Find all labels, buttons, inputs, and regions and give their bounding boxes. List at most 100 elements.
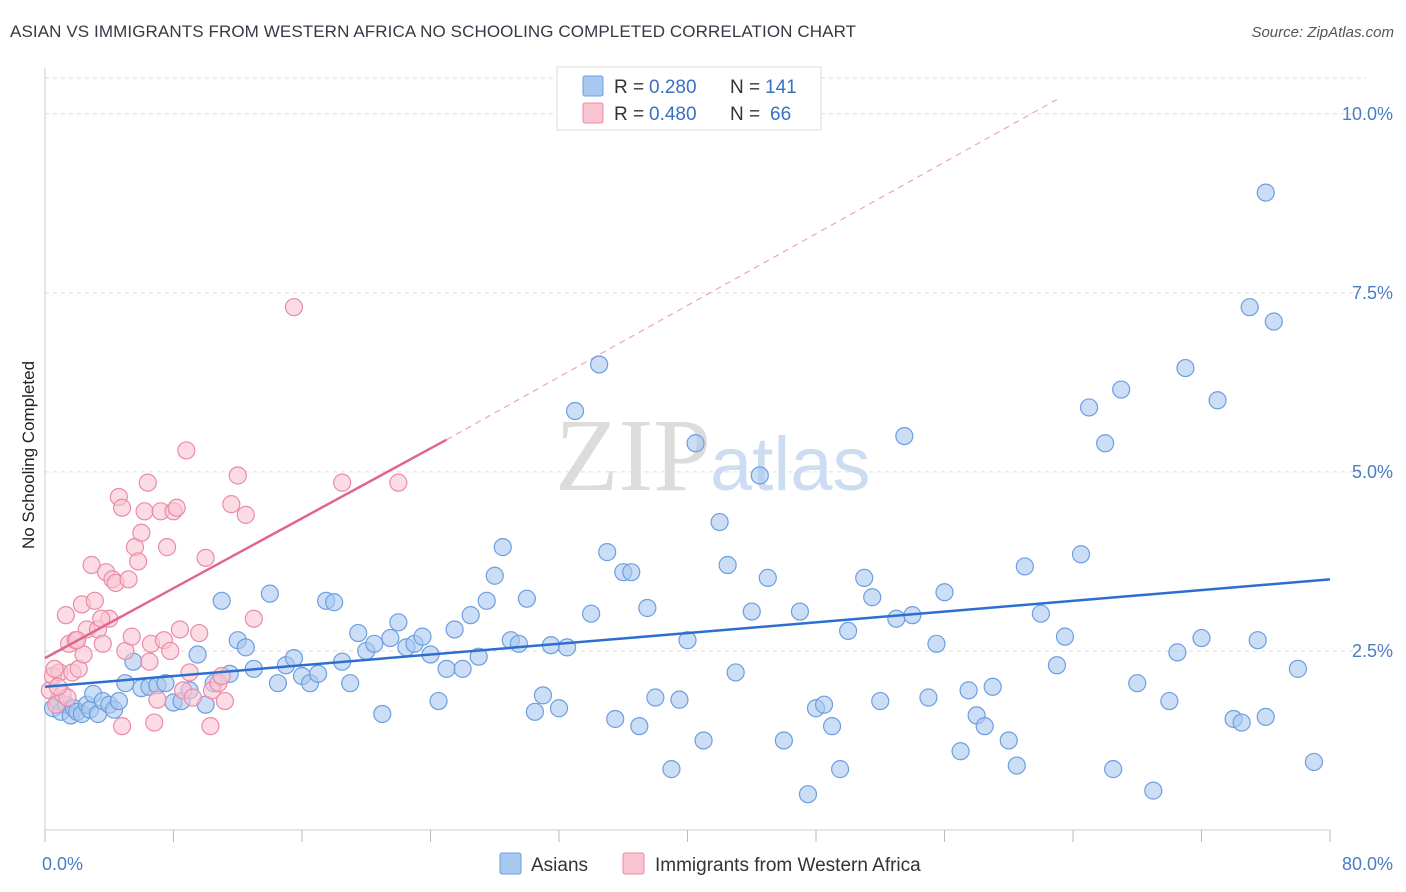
- legend-r-label-1: R =: [614, 77, 644, 98]
- point-asians-117: [1031, 604, 1050, 623]
- point-asians-119: [1055, 627, 1075, 646]
- point-asians-116: [1015, 557, 1034, 576]
- point-immigrants-42: [180, 663, 199, 682]
- point-immigrants-21: [112, 498, 132, 517]
- point-asians-102: [871, 691, 890, 711]
- point-asians-122: [1104, 760, 1123, 779]
- point-asians-78: [630, 717, 649, 736]
- chart-title: ASIAN VS IMMIGRANTS FROM WESTERN AFRICA …: [10, 22, 857, 41]
- point-asians-52: [413, 627, 432, 646]
- point-asians-43: [341, 674, 360, 693]
- point-asians-49: [389, 613, 408, 632]
- point-asians-137: [1288, 659, 1307, 678]
- point-asians-62: [493, 538, 512, 557]
- trend-line-extension-immigrants: [446, 98, 1058, 441]
- point-asians-73: [590, 355, 609, 374]
- point-asians-65: [517, 589, 536, 608]
- legend-n-label-2: N =: [730, 104, 760, 125]
- point-asians-54: [429, 691, 448, 711]
- point-immigrants-49: [222, 495, 241, 514]
- point-asians-47: [373, 704, 392, 724]
- point-asians-125: [1144, 781, 1163, 800]
- point-asians-33: [260, 584, 279, 603]
- point-asians-120: [1079, 398, 1099, 417]
- point-asians-118: [1047, 656, 1067, 675]
- point-asians-48: [381, 628, 400, 648]
- point-asians-81: [662, 760, 681, 779]
- point-asians-25: [188, 645, 207, 664]
- point-immigrants-38: [167, 498, 186, 517]
- axes: [44, 68, 1331, 842]
- point-asians-60: [477, 591, 496, 610]
- y-tick-label-1: 5.0%: [1352, 462, 1393, 482]
- point-asians-129: [1192, 628, 1211, 648]
- point-immigrants-12: [82, 555, 101, 575]
- point-asians-71: [565, 401, 585, 421]
- point-asians-138: [1304, 752, 1324, 772]
- point-asians-28: [212, 591, 231, 610]
- point-asians-85: [694, 731, 713, 750]
- point-asians-97: [822, 717, 842, 736]
- point-immigrants-41: [177, 441, 196, 460]
- point-asians-21: [156, 674, 175, 693]
- point-asians-104: [895, 426, 914, 446]
- point-asians-124: [1128, 674, 1147, 693]
- point-asians-86: [710, 512, 729, 532]
- point-asians-94: [798, 785, 818, 804]
- grid-lines: [45, 77, 1366, 652]
- point-immigrants-63: [212, 666, 231, 686]
- point-asians-112: [975, 717, 994, 736]
- point-asians-66: [525, 702, 545, 721]
- y-axis-label: No Schooling Completed: [19, 361, 38, 549]
- point-immigrants-27: [132, 523, 151, 542]
- point-asians-130: [1208, 391, 1227, 410]
- point-immigrants-36: [161, 641, 180, 661]
- legend-r-label-2: R =: [614, 104, 644, 125]
- point-asians-134: [1248, 631, 1267, 650]
- point-asians-39: [308, 664, 328, 683]
- point-asians-15: [109, 691, 128, 711]
- point-asians-106: [919, 688, 938, 707]
- point-asians-46: [365, 634, 384, 653]
- bottom-legend: Asians Immigrants from Western Africa: [499, 852, 921, 876]
- point-immigrants-51: [236, 505, 255, 524]
- point-asians-93: [790, 602, 810, 621]
- point-immigrants-60: [112, 717, 132, 736]
- point-asians-82: [670, 690, 689, 709]
- point-asians-90: [750, 466, 769, 485]
- point-asians-84: [686, 434, 705, 453]
- point-asians-92: [774, 731, 793, 750]
- point-asians-127: [1168, 643, 1187, 662]
- point-asians-80: [646, 688, 665, 707]
- point-immigrants-48: [215, 691, 234, 711]
- point-asians-135: [1256, 707, 1275, 726]
- point-immigrants-15: [93, 634, 112, 653]
- y-tick-labels: 2.5% 5.0% 7.5% 10.0%: [1342, 104, 1393, 661]
- point-asians-16: [116, 674, 135, 693]
- point-asians-139: [1256, 183, 1275, 202]
- point-asians-57: [453, 659, 472, 678]
- point-immigrants-26: [129, 552, 148, 571]
- point-asians-132: [1232, 713, 1251, 732]
- point-asians-31: [236, 638, 255, 657]
- point-asians-59: [469, 647, 488, 666]
- bottom-legend-immigrants: Immigrants from Western Africa: [655, 855, 921, 876]
- point-asians-100: [855, 568, 874, 588]
- point-asians-140: [1071, 545, 1091, 564]
- legend-r-value-1: 0.280: [649, 77, 697, 98]
- point-asians-75: [606, 709, 625, 729]
- point-asians-126: [1160, 691, 1179, 711]
- point-asians-108: [935, 583, 954, 602]
- point-asians-83: [678, 631, 697, 650]
- y-tick-label-0: 2.5%: [1352, 641, 1393, 661]
- point-asians-74: [598, 543, 617, 562]
- point-immigrants-24: [122, 627, 141, 646]
- point-asians-41: [325, 593, 344, 612]
- point-asians-55: [437, 659, 456, 678]
- trend-line-immigrants: [44, 438, 448, 660]
- point-immigrants-13: [85, 591, 104, 610]
- point-asians-123: [1112, 380, 1131, 399]
- bottom-legend-swatch-immigrants: [622, 852, 645, 875]
- point-immigrants-31: [145, 713, 164, 732]
